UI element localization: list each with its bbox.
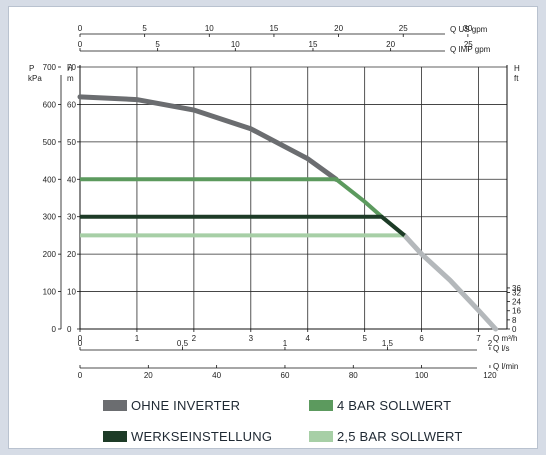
kpa-tick-label: 400 (43, 175, 57, 184)
m-tick-label: 20 (67, 250, 76, 259)
imp-gpm-tick-label: 0 (78, 40, 83, 49)
curve-werkseinstellung (80, 214, 406, 237)
ft-tick-label: 32 (512, 288, 521, 297)
kpa-tick-label: 200 (43, 250, 57, 259)
lmin-tick-label: 60 (281, 371, 290, 380)
m3h-tick-label: 2 (192, 334, 197, 343)
ls-tick-label: 0,5 (177, 339, 189, 348)
legend-label-4-bar: 4 BAR SOLLWERT (337, 398, 452, 414)
m3h-tick-label: 6 (419, 334, 424, 343)
ls-tick-label: 1 (283, 339, 288, 348)
us-gpm-tick-label: 0 (78, 24, 83, 33)
curve-ohne-inverter-tail (402, 232, 499, 332)
legend-ohne-inverter: OHNE INVERTER (103, 397, 240, 413)
imp-gpm-tick-label: 5 (155, 40, 160, 49)
ft-axis-title: H (514, 64, 520, 73)
curve-ohne-inverter (77, 94, 339, 182)
legend-swatch-2-5-bar (309, 431, 333, 443)
us-gpm-tick-label: 20 (334, 24, 343, 33)
imp-gpm-axis-title: Q IMP gpm (450, 45, 491, 54)
legend-label-2-5-bar: 2,5 BAR SOLLWERT (337, 429, 463, 445)
m-tick-label: 30 (67, 213, 76, 222)
ft-tick-label: 8 (512, 316, 517, 325)
legend-swatch-werkseinstellung (103, 431, 127, 443)
lmin-tick-label: 20 (144, 371, 153, 380)
m3h-tick-label: 7 (476, 334, 481, 343)
ls-tick-label: 1,5 (382, 339, 394, 348)
ls-tick-label: 2 (488, 339, 493, 348)
m3h-axis-title: Q m³/h (493, 334, 517, 343)
m-axis-title: H (67, 64, 73, 73)
legend-swatch-4-bar (309, 400, 333, 412)
legend-label-werkseinstellung: WERKSEINSTELLUNG (131, 429, 273, 445)
ls-tick-label: 0 (78, 339, 83, 348)
m-tick-label: 40 (67, 175, 76, 184)
ft-tick-label: 0 (512, 325, 517, 334)
m-tick-label: 50 (67, 138, 76, 147)
us-gpm-tick-label: 30 (463, 24, 472, 33)
legend-4-bar: 4 BAR SOLLWERT (309, 397, 451, 413)
m-tick-label: 0 (67, 325, 72, 334)
m3h-tick-label: 5 (362, 334, 367, 343)
imp-gpm-tick-label: 15 (309, 40, 318, 49)
ft-tick-label: 24 (512, 298, 521, 307)
kpa-tick-label: 500 (43, 138, 57, 147)
kpa-axis-title: P (29, 64, 34, 73)
legend-swatch-ohne-inverter (103, 400, 127, 412)
lmin-tick-label: 120 (483, 371, 497, 380)
lmin-tick-label: 40 (212, 371, 221, 380)
imp-gpm-tick-label: 10 (231, 40, 240, 49)
imp-gpm-tick-label: 25 (464, 40, 473, 49)
ft-tick-label: 36 (512, 284, 521, 293)
kpa-axis-unit: kPa (28, 74, 42, 83)
us-gpm-tick-label: 10 (205, 24, 214, 33)
ls-axis-title: Q l/s (493, 344, 509, 353)
kpa-tick-label: 0 (52, 325, 57, 334)
us-gpm-axis-title: Q US gpm (450, 25, 488, 34)
us-gpm-tick-label: 15 (269, 24, 278, 33)
m3h-tick-label: 4 (306, 334, 311, 343)
m3h-tick-label: 3 (249, 334, 254, 343)
chart-frame: 0 5 10 15 20 25 30 Q US gpm 0 5 10 15 20 25 Q IMP gpm 0… (8, 6, 538, 449)
m-tick-label: 60 (67, 100, 76, 109)
kpa-tick-label: 300 (43, 213, 57, 222)
m-tick-label: 70 (67, 63, 76, 72)
lmin-tick-label: 80 (349, 371, 358, 380)
ft-axis-unit: ft (514, 74, 519, 83)
us-gpm-tick-label: 25 (399, 24, 408, 33)
kpa-tick-label: 100 (43, 288, 57, 297)
ft-tick-label: 16 (512, 307, 521, 316)
m-axis-unit: m (67, 74, 74, 83)
legend-2-5-bar: 2,5 BAR SOLLWERT (309, 428, 463, 444)
m-tick-label: 10 (67, 288, 76, 297)
legend-label-ohne-inverter: OHNE INVERTER (131, 398, 241, 414)
kpa-tick-label: 600 (43, 100, 57, 109)
curve-4-bar-sollwert (80, 177, 406, 237)
kpa-tick-label: 700 (43, 63, 57, 72)
imp-gpm-tick-label: 20 (386, 40, 395, 49)
m3h-tick-label: 0 (78, 334, 83, 343)
legend-werkseinstellung: WERKSEINSTELLUNG (103, 428, 272, 444)
lmin-tick-label: 100 (415, 371, 429, 380)
us-gpm-tick-label: 5 (142, 24, 147, 33)
m3h-tick-label: 1 (135, 334, 140, 343)
lmin-axis-title: Q l/min (493, 362, 518, 371)
lmin-tick-label: 0 (78, 371, 83, 380)
